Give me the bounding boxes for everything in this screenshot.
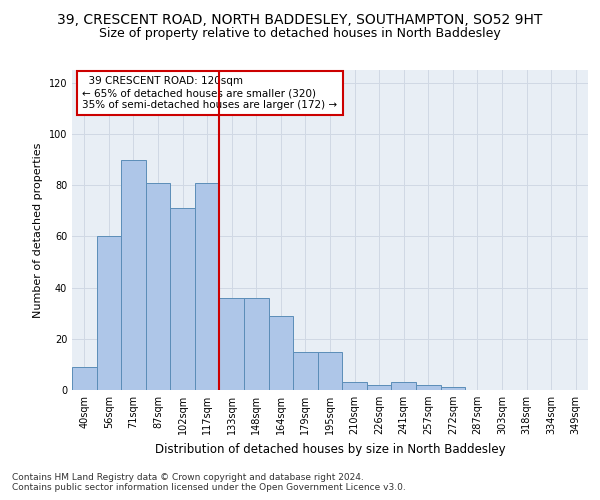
Bar (146, 182, 170, 390)
Bar (416, 385, 440, 390)
Bar (170, 208, 195, 390)
Text: Contains public sector information licensed under the Open Government Licence v3: Contains public sector information licen… (12, 484, 406, 492)
Bar (367, 385, 391, 390)
Bar (220, 298, 244, 390)
Bar (293, 352, 318, 390)
Bar (97, 236, 121, 390)
Bar (195, 182, 220, 390)
Bar (72, 367, 97, 390)
Y-axis label: Number of detached properties: Number of detached properties (33, 142, 43, 318)
X-axis label: Distribution of detached houses by size in North Baddesley: Distribution of detached houses by size … (155, 442, 505, 456)
Bar (318, 352, 342, 390)
Bar (342, 382, 367, 390)
Text: 39, CRESCENT ROAD, NORTH BADDESLEY, SOUTHAMPTON, SO52 9HT: 39, CRESCENT ROAD, NORTH BADDESLEY, SOUT… (58, 12, 542, 26)
Bar (391, 382, 416, 390)
Bar (121, 160, 146, 390)
Bar (440, 388, 465, 390)
Bar (244, 298, 269, 390)
Text: 39 CRESCENT ROAD: 120sqm  
← 65% of detached houses are smaller (320)
35% of sem: 39 CRESCENT ROAD: 120sqm ← 65% of detach… (82, 76, 337, 110)
Bar (269, 316, 293, 390)
Text: Contains HM Land Registry data © Crown copyright and database right 2024.: Contains HM Land Registry data © Crown c… (12, 474, 364, 482)
Text: Size of property relative to detached houses in North Baddesley: Size of property relative to detached ho… (99, 28, 501, 40)
